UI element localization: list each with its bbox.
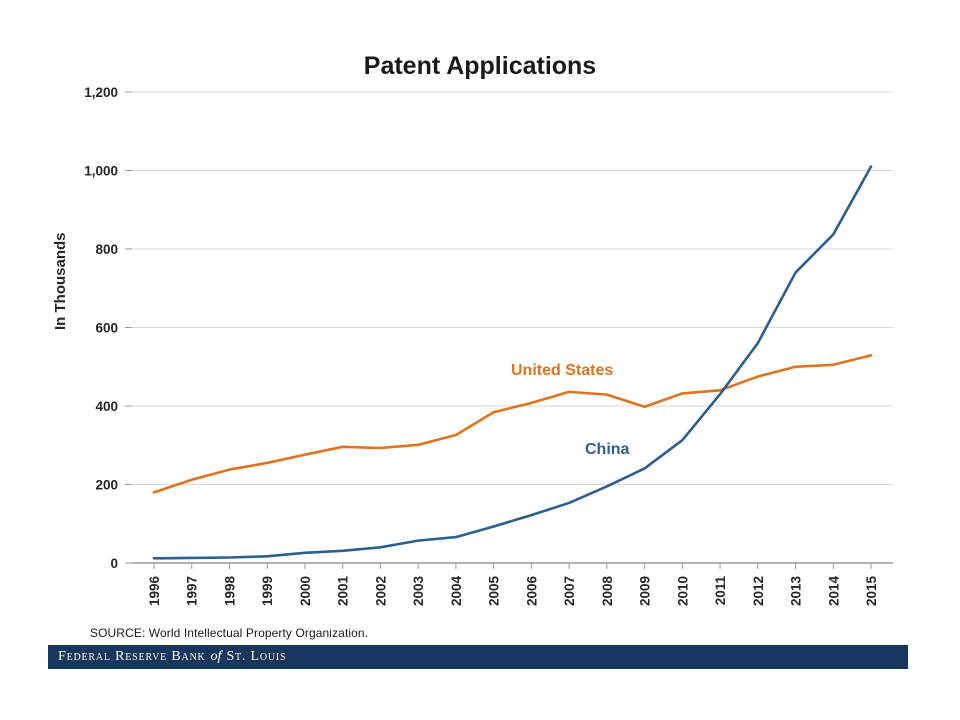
footer-of-word: of: [210, 649, 222, 664]
svg-text:1996: 1996: [147, 576, 162, 607]
svg-text:2001: 2001: [336, 576, 351, 607]
svg-text:2003: 2003: [411, 576, 426, 607]
svg-text:0: 0: [110, 556, 118, 571]
svg-text:2007: 2007: [562, 576, 577, 606]
series-label-united-states: United States: [511, 362, 614, 379]
svg-text:800: 800: [95, 242, 118, 257]
svg-text:2000: 2000: [298, 576, 313, 606]
svg-text:600: 600: [95, 321, 118, 336]
svg-text:2008: 2008: [600, 576, 615, 607]
svg-text:400: 400: [95, 399, 118, 414]
svg-text:2013: 2013: [789, 576, 804, 607]
svg-text:2006: 2006: [524, 576, 539, 607]
source-note: SOURCE: World Intellectual Property Orga…: [90, 626, 369, 640]
svg-text:1,000: 1,000: [84, 164, 118, 179]
svg-text:1999: 1999: [260, 576, 275, 606]
svg-text:200: 200: [95, 478, 118, 493]
svg-text:2015: 2015: [864, 576, 879, 607]
svg-text:2002: 2002: [373, 576, 388, 606]
svg-text:2012: 2012: [751, 576, 766, 606]
svg-text:1998: 1998: [222, 576, 237, 607]
svg-text:2014: 2014: [826, 576, 841, 607]
svg-text:1,200: 1,200: [84, 85, 118, 100]
svg-text:2010: 2010: [675, 576, 690, 606]
footer-bank-name: Federal Reserve Bank: [58, 649, 206, 664]
series-label-china: China: [585, 441, 630, 458]
footer-bar: Federal Reserve Bank of St. Louis: [48, 645, 908, 669]
svg-text:2005: 2005: [487, 576, 502, 607]
footer-city-name: St. Louis: [226, 649, 287, 664]
svg-text:2009: 2009: [638, 576, 653, 606]
svg-text:1997: 1997: [185, 576, 200, 606]
svg-text:2004: 2004: [449, 576, 464, 607]
svg-text:2011: 2011: [713, 576, 728, 606]
chart-title: Patent Applications: [363, 52, 597, 80]
